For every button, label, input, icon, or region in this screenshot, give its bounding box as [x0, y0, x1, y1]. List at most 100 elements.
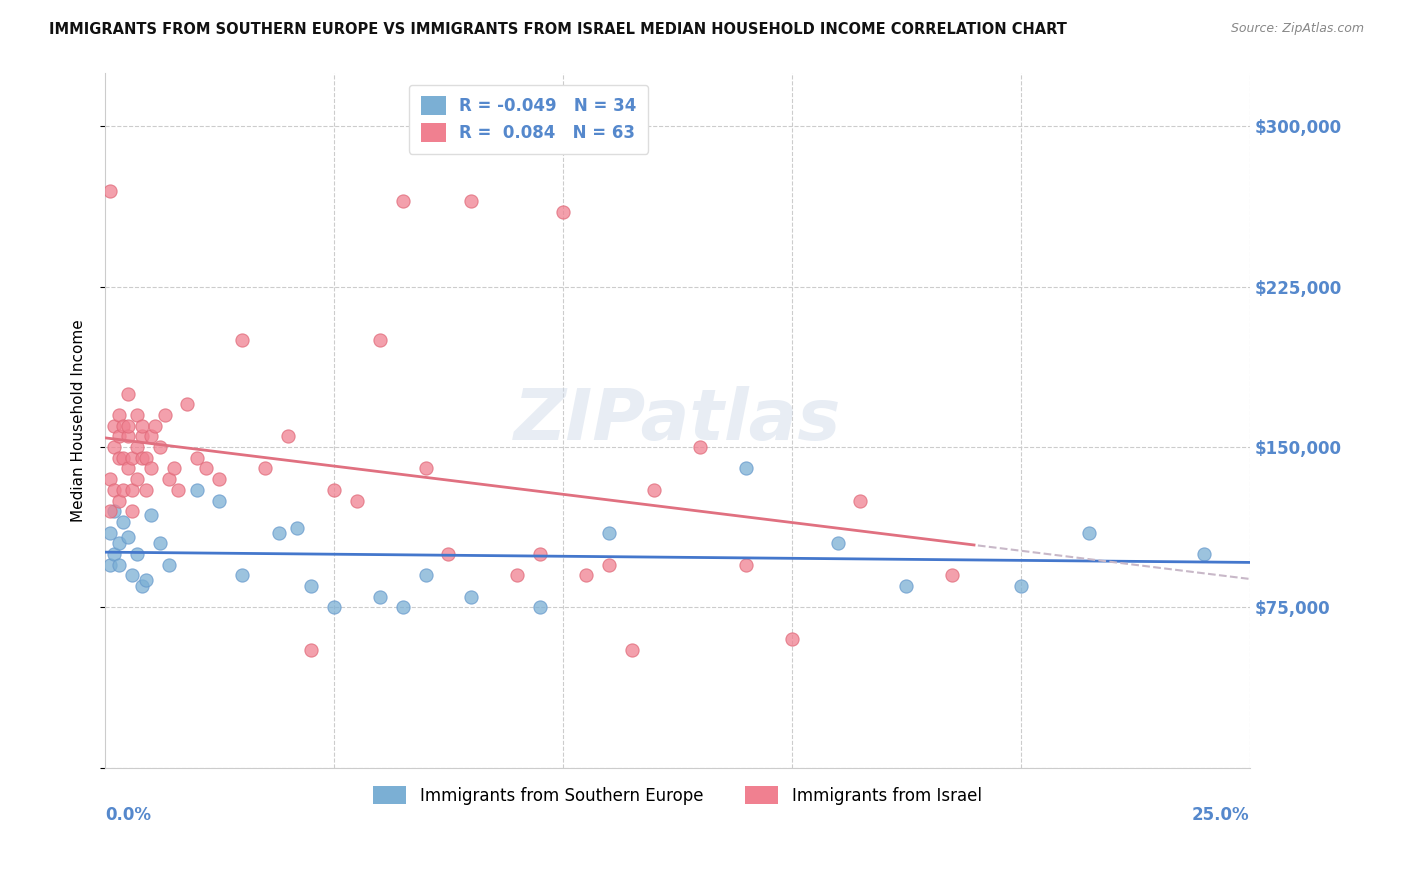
Point: [135, 483, 157, 497]
Point: [125, 547, 148, 561]
Point: [896, 579, 918, 593]
Point: [107, 536, 129, 550]
Point: [117, 461, 139, 475]
Text: 25.0%: 25.0%: [1192, 805, 1250, 824]
Point: [112, 418, 135, 433]
Point: [98, 184, 121, 198]
Point: [107, 450, 129, 465]
Point: [176, 397, 198, 411]
Point: [391, 600, 413, 615]
Text: ZIPatlas: ZIPatlas: [513, 386, 841, 455]
Point: [121, 504, 143, 518]
Point: [598, 525, 620, 540]
Point: [149, 440, 172, 454]
Point: [299, 643, 322, 657]
Point: [135, 450, 157, 465]
Point: [735, 461, 758, 475]
Point: [153, 408, 176, 422]
Point: [125, 472, 148, 486]
Point: [103, 483, 125, 497]
Point: [460, 194, 482, 209]
Point: [267, 525, 290, 540]
Point: [157, 472, 180, 486]
Point: [323, 600, 346, 615]
Point: [598, 558, 620, 572]
Point: [735, 558, 758, 572]
Point: [849, 493, 872, 508]
Point: [131, 450, 153, 465]
Point: [103, 504, 125, 518]
Point: [131, 429, 153, 443]
Point: [346, 493, 368, 508]
Point: [125, 408, 148, 422]
Point: [529, 547, 551, 561]
Point: [299, 579, 322, 593]
Point: [941, 568, 963, 582]
Point: [135, 573, 157, 587]
Point: [131, 418, 153, 433]
Point: [208, 493, 231, 508]
Point: [620, 643, 643, 657]
Point: [121, 450, 143, 465]
Point: [98, 558, 121, 572]
Point: [231, 568, 253, 582]
Point: [98, 504, 121, 518]
Text: 0.0%: 0.0%: [105, 805, 150, 824]
Point: [103, 440, 125, 454]
Point: [107, 408, 129, 422]
Point: [112, 515, 135, 529]
Text: IMMIGRANTS FROM SOUTHERN EUROPE VS IMMIGRANTS FROM ISRAEL MEDIAN HOUSEHOLD INCOM: IMMIGRANTS FROM SOUTHERN EUROPE VS IMMIG…: [49, 22, 1067, 37]
Point: [194, 461, 217, 475]
Point: [1192, 547, 1215, 561]
Point: [139, 461, 162, 475]
Point: [98, 525, 121, 540]
Legend: Immigrants from Southern Europe, Immigrants from Israel: Immigrants from Southern Europe, Immigra…: [367, 780, 988, 812]
Point: [415, 461, 437, 475]
Point: [827, 536, 849, 550]
Point: [117, 530, 139, 544]
Point: [157, 558, 180, 572]
Point: [780, 632, 803, 647]
Point: [186, 450, 208, 465]
Point: [1078, 525, 1101, 540]
Point: [121, 568, 143, 582]
Point: [131, 579, 153, 593]
Point: [103, 547, 125, 561]
Point: [107, 429, 129, 443]
Point: [415, 568, 437, 582]
Point: [285, 521, 308, 535]
Point: [139, 429, 162, 443]
Point: [689, 440, 711, 454]
Point: [529, 600, 551, 615]
Point: [277, 429, 299, 443]
Point: [149, 536, 172, 550]
Point: [391, 194, 413, 209]
Point: [163, 461, 186, 475]
Point: [139, 508, 162, 523]
Point: [143, 418, 166, 433]
Point: [368, 333, 391, 347]
Point: [107, 493, 129, 508]
Point: [103, 418, 125, 433]
Point: [1010, 579, 1032, 593]
Point: [460, 590, 482, 604]
Point: [186, 483, 208, 497]
Point: [121, 483, 143, 497]
Point: [575, 568, 598, 582]
Point: [98, 472, 121, 486]
Point: [125, 440, 148, 454]
Point: [506, 568, 529, 582]
Point: [437, 547, 460, 561]
Point: [117, 418, 139, 433]
Point: [112, 483, 135, 497]
Point: [231, 333, 253, 347]
Point: [107, 558, 129, 572]
Point: [117, 386, 139, 401]
Point: [112, 450, 135, 465]
Point: [323, 483, 346, 497]
Text: Source: ZipAtlas.com: Source: ZipAtlas.com: [1230, 22, 1364, 36]
Y-axis label: Median Household Income: Median Household Income: [72, 319, 86, 522]
Point: [208, 472, 231, 486]
Point: [254, 461, 277, 475]
Point: [167, 483, 190, 497]
